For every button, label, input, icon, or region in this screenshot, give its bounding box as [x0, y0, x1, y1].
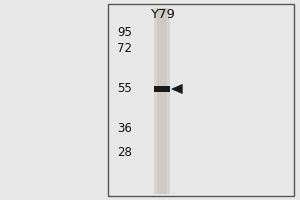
Text: 36: 36 [117, 122, 132, 136]
Text: Y79: Y79 [150, 8, 174, 21]
Text: 95: 95 [117, 26, 132, 40]
Text: 28: 28 [117, 146, 132, 160]
Bar [108, 4, 294, 196]
Bar [154, 86, 170, 92]
Text: 55: 55 [117, 82, 132, 95]
Bar [157, 8, 167, 194]
Text: 72: 72 [117, 43, 132, 55]
Bar [154, 8, 170, 194]
Polygon shape [172, 84, 182, 94]
